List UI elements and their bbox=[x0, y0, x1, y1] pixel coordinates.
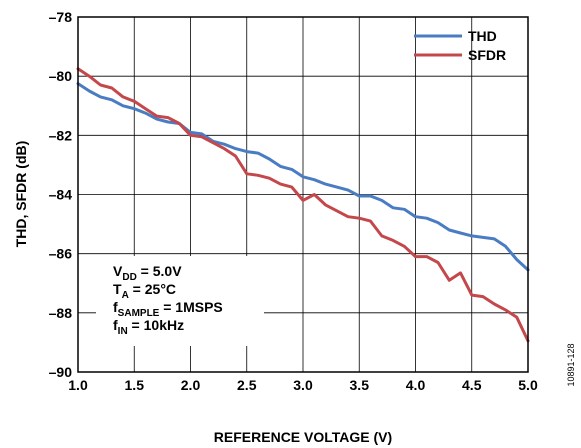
y-tick-labels: –78 –80 –82 –84 –86 –88 –90 bbox=[49, 9, 73, 380]
x-tick-label: 3.5 bbox=[350, 377, 370, 393]
series-layer bbox=[76, 67, 530, 343]
x-tick-label: 5.0 bbox=[518, 377, 538, 393]
y-tick-label: –86 bbox=[49, 246, 73, 262]
x-tick-label: 4.5 bbox=[462, 377, 482, 393]
y-axis-title: THD, SFDR (dB) bbox=[13, 141, 29, 248]
figure-id: 10891-128 bbox=[566, 343, 576, 386]
conditions-annotation: VDD = 5.0V TA = 25°C fSAMPLE = 1MSPS fIN… bbox=[96, 256, 264, 346]
x-tick-label: 1.5 bbox=[125, 377, 145, 393]
x-tick-label: 2.0 bbox=[181, 377, 201, 393]
grid bbox=[78, 17, 528, 372]
y-tick-label: –80 bbox=[49, 68, 73, 84]
x-tick-label: 3.0 bbox=[293, 377, 313, 393]
legend-label-thd: THD bbox=[468, 28, 497, 44]
y-tick-label: –78 bbox=[49, 9, 73, 25]
y-tick-label: –88 bbox=[49, 305, 73, 321]
y-tick-label: –82 bbox=[49, 127, 73, 143]
x-tick-label: 4.0 bbox=[406, 377, 426, 393]
series-line-sfdr bbox=[76, 67, 530, 343]
plot-frame bbox=[77, 16, 529, 373]
annotation-fsample: fSAMPLE = 1MSPS bbox=[113, 299, 223, 319]
legend: THD SFDR bbox=[414, 28, 506, 63]
annotation-fin: fIN = 10kHz bbox=[113, 317, 184, 337]
x-tick-labels: 1.0 1.5 2.0 2.5 3.0 3.5 4.0 4.5 5.0 bbox=[68, 377, 538, 393]
x-tick-label: 1.0 bbox=[68, 377, 88, 393]
y-tick-label: –90 bbox=[49, 364, 73, 380]
annotation-vdd: VDD = 5.0V bbox=[113, 263, 182, 283]
x-axis-title: REFERENCE VOLTAGE (V) bbox=[214, 429, 392, 445]
x-tick-label: 2.5 bbox=[237, 377, 257, 393]
annotation-background bbox=[96, 256, 264, 346]
annotation-ta: TA = 25°C bbox=[113, 281, 176, 301]
legend-label-sfdr: SFDR bbox=[468, 47, 506, 63]
y-tick-label: –84 bbox=[49, 187, 73, 203]
series-line-thd bbox=[76, 82, 530, 272]
